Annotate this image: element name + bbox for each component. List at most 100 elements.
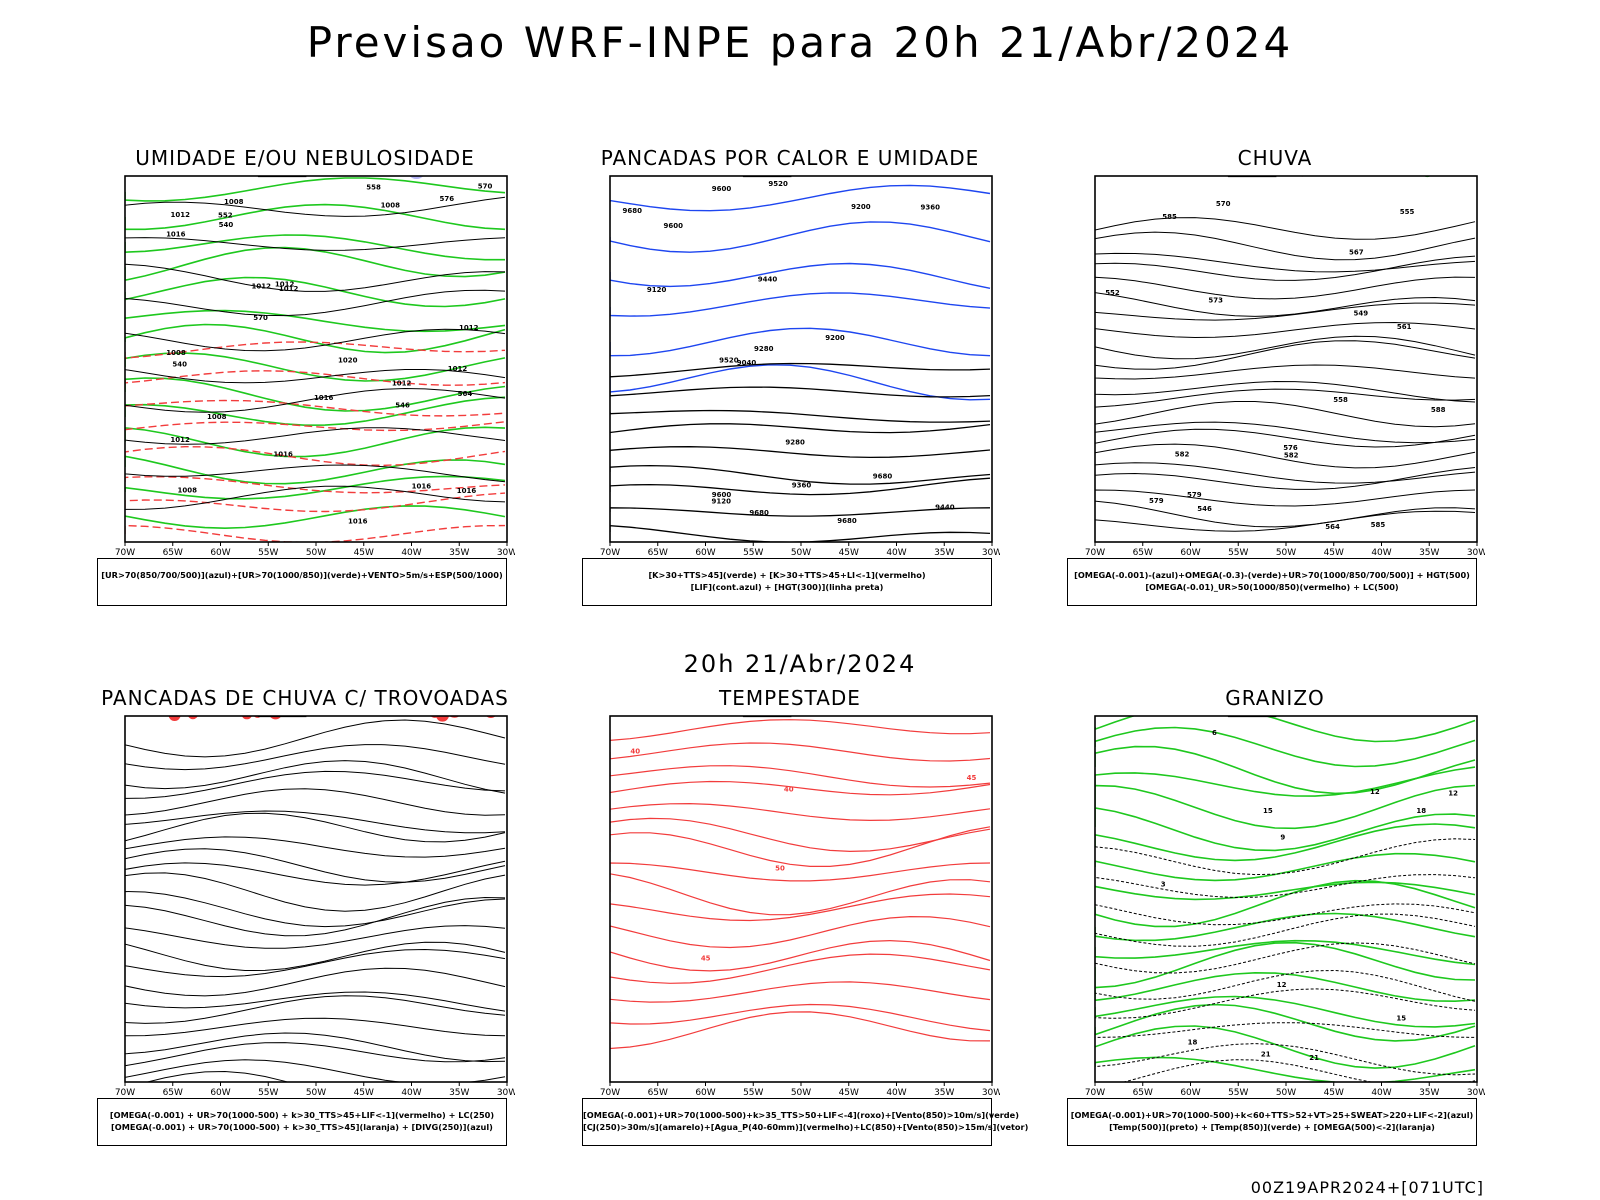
thickness-contour-red [125,476,506,494]
streamline [125,1032,506,1063]
contour-label: 9600 [712,491,732,499]
contour-label: 15 [1396,1014,1406,1022]
lon-tick-label: 60W [1180,1088,1200,1098]
map-content: 9680 9680 9600 9680 9600 9600 9520 9440 9520 9440… [610,176,991,542]
contour-label: 1012 [392,379,412,387]
contour-label: 9680 [873,473,893,481]
contour-label: 9040 [737,359,757,367]
streamline [1095,428,1476,448]
streamline [145,1070,290,1082]
contour-label: 9120 [647,286,667,294]
contour-label: 1020 [338,357,358,365]
streamline [125,896,506,937]
lon-tick-label: 35W [1419,548,1439,558]
temperature-500-contour [1095,903,1476,926]
legend-line: [OMEGA(-0.01)_UR>50(1000/850)(vermelho) … [1145,582,1399,592]
precipitable-water-contour [610,780,991,796]
lon-tick-label: 60W [695,1088,715,1098]
contour-label: 9440 [935,503,955,511]
thickness-contour-red [125,492,506,513]
lon-tick-label: 55W [743,1088,763,1098]
lifted-index-contour [610,221,991,253]
panel-chuva: CHUVA 588 585 582 579 576 573 570 567 564 561 558 5… [1065,146,1485,626]
contour-label: 1008 [381,202,401,210]
contour-label: 9600 [712,185,732,193]
footer-stamp: 00Z19APR2024+[071UTC] [1250,1178,1484,1197]
contour-label: 1016 [457,487,477,495]
contour-label: 1016 [273,451,293,459]
storm-area-red [472,712,482,713]
streamline [1095,489,1476,507]
temperature-850-contour [1095,1003,1476,1042]
contour-label: 45 [701,954,711,962]
temperature-850-contour [1095,784,1476,830]
streamline [125,948,506,978]
streamline [1095,510,1476,532]
geopotential-contour [610,386,991,398]
pressure-contour [125,237,506,251]
lon-tick-label: 30W [982,548,1000,558]
contour-label: 9600 [663,222,683,230]
precipitable-water-contour [610,1003,991,1032]
streamline [1095,302,1476,321]
lon-tick-label: 55W [258,548,278,558]
lon-tick-label: 50W [1276,1088,1296,1098]
humidity-contour-green [125,234,505,261]
map-content: 50 45 40 45 40 [580,712,991,1050]
panel-title: GRANIZO [1225,686,1325,710]
lon-tick-label: 60W [1180,548,1200,558]
precipitable-water-contour [610,981,991,1003]
contour-label: 549 [1353,310,1368,318]
lon-tick-label: 55W [1228,548,1248,558]
contour-label: 1016 [166,230,186,238]
map-content: 3 6 9 12 12 12 15 18 21 21 15 18 [1095,716,1476,1082]
lon-tick-label: 40W [1371,548,1391,558]
contour-label: 9200 [825,334,845,342]
precipitable-water-contour [610,719,991,742]
contour-label: 9360 [792,481,812,489]
contour-label: 1012 [448,365,468,373]
geopotential-contour [610,423,991,434]
streamline [125,991,506,1012]
precipitable-water-contour [610,802,991,822]
pressure-contour [125,427,506,445]
temperature-500-contour [1095,874,1476,899]
contour-label: 1012 [459,324,479,332]
contour-label: 570 [478,183,493,191]
legend-box: [UR>70(850/700/500)](azul)+[UR>70(1000/8… [97,558,507,606]
streamline [1095,231,1476,261]
temperature-500-contour [1095,1022,1476,1038]
lifted-index-contour [610,292,991,317]
humidity-contour-green [125,177,506,202]
precipitable-water-contour [610,742,991,762]
streamline [125,925,506,949]
streamline [125,967,506,997]
contour-label: 564 [1325,523,1340,531]
temperature-500-contour [1095,988,1476,1019]
lon-tick-label: 45W [354,1088,374,1098]
contour-label: 540 [172,361,187,369]
streamline [1095,335,1476,360]
lon-tick-label: 40W [886,1088,906,1098]
panel-tempestade: TEMPESTADE 504540454012S15S18S21S24S27S3… [580,686,1028,1166]
precipitable-water-contour [610,873,991,916]
streamline [1095,255,1476,281]
geography-layer [742,176,926,178]
contour-label: 9520 [719,356,739,364]
streamline [125,788,506,816]
map-content: 588 585 582 579 576 573 570 567 564 561 558 555 552 5… [1065,172,1476,532]
rain-area-blue [1385,172,1396,175]
lon-tick-label: 35W [449,1088,469,1098]
contour-label: 570 [1216,200,1231,208]
main-title: Previsao WRF-INPE para 20h 21/Abr/2024 [306,18,1294,67]
streamline [125,812,506,843]
coastline-west [1065,172,1093,233]
contour-label: 1012 [275,280,295,288]
contour-label: 12 [1277,981,1287,989]
coastline-west [580,712,608,773]
map-pancadas-calor: 9680 9680 9600 9680 9600 9600 9520 9440 9520 9440… [600,175,1000,558]
geography-layer [1065,172,1411,233]
temperature-850-contour [1095,823,1476,862]
geography-layer [257,716,441,718]
contour-label: 1008 [177,487,197,495]
